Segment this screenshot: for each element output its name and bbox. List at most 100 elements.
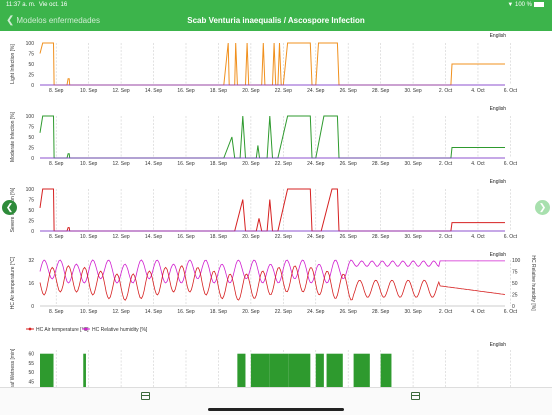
y-tick-label: 75	[28, 125, 34, 131]
y-tick-label: 50	[28, 135, 34, 141]
y-axis-label: Moderate Infection [%]	[10, 111, 16, 162]
x-tick-label: 18. Sep	[210, 234, 227, 240]
y-tick-label-left: 32	[28, 258, 34, 264]
x-tick-label: 4. Oct	[471, 234, 485, 240]
x-tick-label: 26. Sep	[340, 161, 357, 167]
nav-bar: ❮ Modelos enfermedades Scab Venturia inae…	[0, 10, 552, 31]
wetness-bar	[315, 353, 324, 388]
wetness-bar	[40, 353, 54, 388]
page-title: Scab Venturia inaequalis / Ascospore Inf…	[187, 16, 365, 25]
y-tick-label-right: 75	[512, 270, 518, 276]
x-tick-label: 28. Sep	[372, 309, 389, 315]
x-tick-label: 20. Sep	[242, 309, 259, 315]
back-label: Modelos enfermedades	[16, 16, 100, 25]
x-tick-label: 14. Sep	[145, 309, 162, 315]
x-tick-label: 18. Sep	[210, 161, 227, 167]
wetness-bar	[288, 353, 311, 388]
y-tick-label: 25	[28, 73, 34, 79]
x-tick-label: 8. Sep	[49, 234, 64, 240]
y-tick-label-left: 16	[28, 281, 34, 287]
chart-panel[interactable]: English 0 25 50 75 100 Moderate Infection [%] 8…	[0, 104, 552, 177]
humidity-line	[39, 259, 505, 284]
y-tick-label-left: 0	[31, 304, 34, 310]
charts-area[interactable]: English 0 25 50 75 100 Light Infection [%] 8. S…	[0, 31, 552, 388]
x-tick-label: 16. Sep	[177, 88, 194, 94]
chart-svg: 0 25 50 75 100 Moderate Infection [%] 8. Sep 10…	[10, 111, 518, 167]
wetness-bar	[250, 353, 270, 388]
wetness-bar	[380, 353, 392, 388]
chart-legend[interactable]: HC Air temperature [°C] HC Relative humid…	[26, 327, 148, 333]
x-tick-label: 12. Sep	[112, 234, 129, 240]
y-tick-label: 55	[28, 361, 34, 367]
x-tick-label: 28. Sep	[372, 161, 389, 167]
x-tick-label: 20. Sep	[242, 234, 259, 240]
chevron-left-icon: ❮	[5, 202, 14, 212]
x-tick-label: 6. Oct	[504, 234, 518, 240]
x-tick-label: 22. Sep	[275, 161, 292, 167]
status-bar: 11:37 a. m. Vie oct. 16 ▼ 100 %	[0, 0, 552, 10]
x-tick-label: 4. Oct	[471, 88, 485, 94]
y-tick-label: 50	[28, 370, 34, 376]
x-tick-label: 12. Sep	[112, 161, 129, 167]
x-tick-label: 16. Sep	[177, 234, 194, 240]
battery-percent: 100 %	[514, 2, 532, 9]
calendar-month-icon[interactable]	[411, 392, 420, 400]
x-tick-label: 22. Sep	[275, 309, 292, 315]
x-tick-label: 24. Sep	[307, 309, 324, 315]
y-tick-label: 75	[28, 52, 34, 58]
x-tick-label: 18. Sep	[210, 309, 227, 315]
y-tick-label: 45	[28, 379, 34, 385]
x-tick-label: 10. Sep	[80, 88, 97, 94]
x-tick-label: 28. Sep	[372, 234, 389, 240]
y-tick-label: 0	[31, 156, 34, 162]
chart-panel[interactable]: English 0255075100Severe Infection [%]8. …	[0, 177, 552, 250]
previous-button[interactable]: ❮	[2, 200, 17, 215]
x-tick-label: 26. Sep	[340, 309, 357, 315]
x-tick-label: 26. Sep	[340, 88, 357, 94]
chart-panel[interactable]: English 0 16 32 0 25 50 75 100 HC Air temperature…	[0, 250, 552, 340]
x-tick-label: 20. Sep	[242, 88, 259, 94]
chart-svg: 45 50 55 60 Leaf Wetness [min]	[10, 348, 511, 388]
y-tick-label: 0	[31, 83, 34, 89]
calendar-week-icon[interactable]	[141, 392, 150, 400]
language-label[interactable]: English	[489, 179, 506, 185]
y-tick-label: 50	[28, 208, 34, 214]
language-label[interactable]: English	[489, 106, 506, 112]
back-button[interactable]: ❮ Modelos enfermedades	[6, 15, 100, 26]
x-tick-label: 6. Oct	[504, 161, 518, 167]
series-line	[39, 42, 505, 86]
next-button[interactable]: ❯	[535, 200, 550, 215]
y-axis-label-right: HC Relative humidity [%]	[530, 255, 536, 311]
chart-panel[interactable]: English 45 50 55 60 Leaf Wetness [min]	[0, 340, 552, 388]
wetness-bar	[353, 353, 370, 388]
language-label[interactable]: English	[489, 33, 506, 39]
language-label[interactable]: English	[489, 342, 506, 348]
chevron-left-icon: ❮	[6, 15, 15, 26]
y-tick-label: 0	[31, 229, 34, 235]
x-tick-label: 8. Sep	[49, 161, 64, 167]
x-tick-label: 30. Sep	[404, 309, 421, 315]
battery-icon	[534, 2, 544, 7]
chart-panel[interactable]: English 0 25 50 75 100 Light Infection [%] 8. S…	[0, 31, 552, 104]
y-tick-label: 100	[26, 41, 35, 47]
x-tick-label: 2. Oct	[439, 309, 453, 315]
x-tick-label: 12. Sep	[112, 309, 129, 315]
series-line	[39, 115, 505, 159]
x-tick-label: 18. Sep	[210, 88, 227, 94]
x-tick-label: 24. Sep	[307, 88, 324, 94]
chart-svg: 0255075100Severe Infection [%]8. Sep10. …	[10, 187, 518, 240]
x-tick-label: 14. Sep	[145, 88, 162, 94]
tab-bar	[0, 387, 552, 415]
wetness-bar	[237, 353, 246, 388]
x-tick-label: 10. Sep	[80, 309, 97, 315]
y-tick-label: 100	[26, 114, 35, 120]
x-tick-label: 4. Oct	[471, 161, 485, 167]
x-tick-label: 30. Sep	[404, 161, 421, 167]
legend-label: HC Relative humidity [%]	[92, 327, 148, 333]
x-tick-label: 28. Sep	[372, 88, 389, 94]
y-tick-label: 60	[28, 352, 34, 358]
temperature-line	[39, 265, 506, 301]
x-tick-label: 14. Sep	[145, 234, 162, 240]
status-right: ▼ 100 %	[507, 2, 544, 8]
language-label[interactable]: English	[489, 252, 506, 258]
